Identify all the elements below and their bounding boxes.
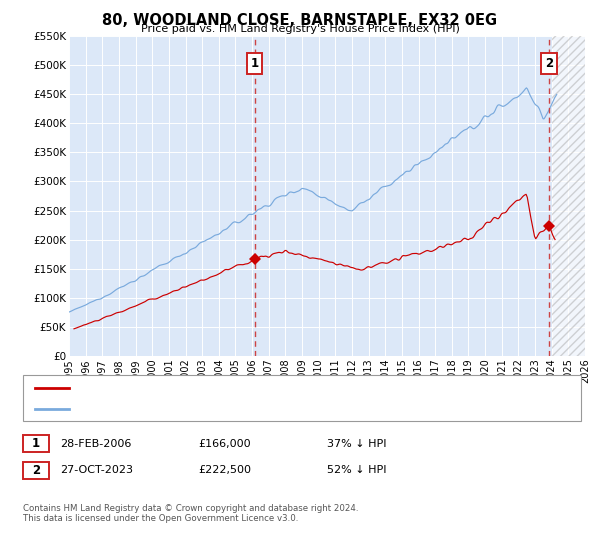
- Text: Contains HM Land Registry data © Crown copyright and database right 2024.
This d: Contains HM Land Registry data © Crown c…: [23, 504, 358, 524]
- Text: £222,500: £222,500: [198, 465, 251, 475]
- Text: 28-FEB-2006: 28-FEB-2006: [60, 438, 131, 449]
- Text: 27-OCT-2023: 27-OCT-2023: [60, 465, 133, 475]
- Text: £166,000: £166,000: [198, 438, 251, 449]
- Text: 2: 2: [32, 464, 40, 477]
- Text: 1: 1: [32, 437, 40, 450]
- Text: Price paid vs. HM Land Registry's House Price Index (HPI): Price paid vs. HM Land Registry's House …: [140, 24, 460, 34]
- Text: 80, WOODLAND CLOSE, BARNSTAPLE, EX32 0EG (detached house): 80, WOODLAND CLOSE, BARNSTAPLE, EX32 0EG…: [72, 382, 419, 393]
- Text: 52% ↓ HPI: 52% ↓ HPI: [327, 465, 386, 475]
- Text: 37% ↓ HPI: 37% ↓ HPI: [327, 438, 386, 449]
- Text: 2: 2: [545, 57, 553, 70]
- Text: 1: 1: [251, 57, 259, 70]
- Text: HPI: Average price, detached house, North Devon: HPI: Average price, detached house, Nort…: [72, 404, 331, 414]
- Text: 80, WOODLAND CLOSE, BARNSTAPLE, EX32 0EG: 80, WOODLAND CLOSE, BARNSTAPLE, EX32 0EG: [103, 13, 497, 28]
- Bar: [552, 36, 585, 356]
